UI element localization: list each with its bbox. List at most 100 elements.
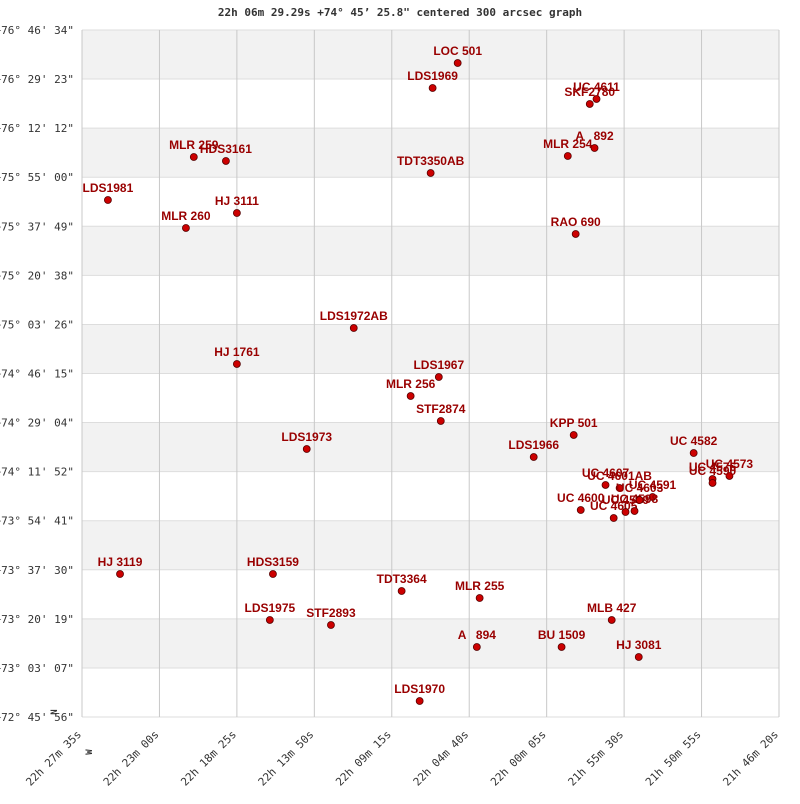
star-label: MLR 256 bbox=[386, 377, 436, 391]
star-label: LDS1975 bbox=[244, 601, 295, 615]
star-label: HJ 3111 bbox=[215, 194, 259, 208]
star-label: UC 4591 bbox=[629, 478, 677, 492]
star-point bbox=[621, 508, 630, 516]
star-label: MLR 260 bbox=[161, 209, 211, 223]
star-label: MLR 255 bbox=[455, 579, 505, 593]
star-label: LDS1981 bbox=[83, 181, 134, 195]
star-label: STF2874 bbox=[416, 402, 466, 416]
y-tick-label: +74° 11' 52" bbox=[0, 466, 74, 479]
star-label: TDT3364 bbox=[377, 572, 427, 586]
x-tick-label: 22h 00m 05s bbox=[488, 728, 549, 789]
star-label: MLR 259 bbox=[169, 138, 219, 152]
star-point bbox=[557, 643, 566, 651]
x-tick-label: 22h 23m 00s bbox=[101, 728, 162, 789]
x-tick-label: 21h 55m 30s bbox=[566, 728, 627, 789]
star-label: UC 4590 bbox=[689, 464, 737, 478]
star-label: TDT3350AB bbox=[397, 154, 465, 168]
star-point bbox=[349, 324, 358, 332]
star-point bbox=[563, 152, 572, 160]
x-tick-label: 22h 13m 50s bbox=[256, 728, 317, 789]
star-point bbox=[104, 196, 112, 204]
star-point bbox=[397, 587, 406, 595]
x-tick-label: 22h 09m 15s bbox=[333, 728, 394, 789]
star-label: LOC 501 bbox=[433, 44, 482, 58]
x-tick-label: 22h 18m 25s bbox=[178, 728, 239, 789]
star-label: UC 4582 bbox=[670, 434, 718, 448]
star-label: LDS1973 bbox=[281, 430, 332, 444]
star-label: HDS3159 bbox=[247, 555, 299, 569]
star-point bbox=[428, 84, 437, 92]
star-point bbox=[232, 209, 241, 217]
star-point bbox=[426, 169, 435, 177]
star-label: UC 4599 bbox=[602, 493, 650, 507]
star-point bbox=[630, 507, 639, 515]
star-point bbox=[436, 417, 445, 425]
star-point bbox=[327, 621, 335, 629]
star-label: LDS1967 bbox=[413, 358, 464, 372]
chart-title: 22h 06m 29.29s +74° 45’ 25.8" centered 3… bbox=[218, 6, 582, 19]
star-point bbox=[189, 153, 198, 161]
star-point bbox=[607, 616, 616, 624]
star-point bbox=[222, 157, 230, 165]
star-point bbox=[475, 594, 484, 602]
x-tick-label: 22h 04m 40s bbox=[411, 728, 472, 789]
star-label: LDS1970 bbox=[394, 682, 445, 696]
star-point bbox=[182, 224, 190, 232]
star-point bbox=[569, 431, 578, 439]
star-point bbox=[708, 479, 717, 487]
y-tick-label: +75° 55' 00" bbox=[0, 171, 74, 184]
star-label: SKF2780 bbox=[564, 85, 615, 99]
x-tick-label: 21h 46m 20s bbox=[720, 728, 781, 789]
star-point bbox=[302, 445, 311, 453]
star-label: MLR 254 bbox=[543, 137, 593, 151]
star-label: LDS1972AB bbox=[320, 309, 388, 323]
band bbox=[82, 226, 779, 276]
star-point bbox=[269, 570, 277, 578]
star-label: HDS3161 bbox=[200, 142, 252, 156]
star-label: UC 4601AB bbox=[587, 469, 652, 483]
x-tick-label: 22h 27m 35s bbox=[23, 728, 84, 789]
band bbox=[82, 471, 779, 521]
band bbox=[82, 30, 779, 80]
y-tick-label: +76° 29' 23" bbox=[0, 73, 74, 86]
star-point bbox=[472, 643, 481, 651]
west-label: W bbox=[85, 749, 95, 755]
star-label: STF2893 bbox=[306, 606, 356, 620]
star-label: UC 4603 bbox=[616, 481, 664, 495]
star-label: HJ 3081 bbox=[616, 638, 662, 652]
y-tick-label: +73° 37' 30" bbox=[0, 564, 74, 577]
star-point bbox=[576, 506, 585, 514]
star-point bbox=[634, 653, 643, 661]
star-point bbox=[615, 484, 624, 492]
band bbox=[82, 618, 779, 668]
star-label: UC 4598 bbox=[611, 492, 659, 506]
y-tick-label: +73° 54' 41" bbox=[0, 515, 74, 528]
y-tick-label: +73° 03' 07" bbox=[0, 662, 74, 675]
star-label: A 892 bbox=[575, 129, 614, 143]
star-point bbox=[529, 453, 538, 461]
star-label: LDS1966 bbox=[508, 438, 559, 452]
star-point bbox=[592, 95, 601, 103]
star-label: KPP 501 bbox=[550, 416, 598, 430]
star-label: LDS1969 bbox=[407, 69, 458, 83]
star-label: UC 4611 bbox=[573, 80, 620, 94]
star-point bbox=[648, 493, 657, 501]
y-tick-label: +75° 03' 26" bbox=[0, 318, 74, 331]
star-label: UC 4576 bbox=[689, 460, 737, 474]
star-point bbox=[571, 230, 580, 238]
y-tick-label: +74° 29' 04" bbox=[0, 417, 74, 430]
y-tick-label: +74° 46' 15" bbox=[0, 368, 74, 381]
star-point bbox=[116, 570, 124, 578]
band bbox=[82, 520, 779, 570]
x-tick-label: 21h 50m 55s bbox=[643, 728, 704, 789]
star-label: HJ 3119 bbox=[98, 555, 143, 569]
star-point bbox=[453, 59, 462, 67]
star-point bbox=[590, 144, 599, 152]
band bbox=[82, 128, 779, 178]
y-tick-label: +76° 12' 12" bbox=[0, 122, 74, 135]
y-tick-label: +76° 46' 34" bbox=[0, 24, 74, 37]
star-label: HJ 1761 bbox=[214, 345, 260, 359]
star-point bbox=[232, 360, 241, 368]
plot-background bbox=[82, 30, 779, 717]
